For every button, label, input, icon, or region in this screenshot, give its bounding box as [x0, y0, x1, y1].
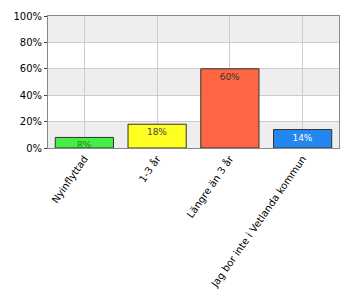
- svg-text:Nyinflyttad: Nyinflyttad: [50, 154, 91, 205]
- svg-text:40%: 40%: [20, 90, 42, 101]
- svg-text:14%: 14%: [292, 133, 312, 143]
- svg-text:8%: 8%: [77, 140, 92, 150]
- svg-text:18%: 18%: [147, 127, 167, 137]
- svg-text:Längre än 3 år: Längre än 3 år: [184, 152, 236, 219]
- svg-text:20%: 20%: [20, 116, 42, 127]
- svg-text:60%: 60%: [20, 63, 42, 74]
- svg-text:1-3 år: 1-3 år: [136, 152, 163, 184]
- svg-text:Jag bor inte i Vetlanda kommun: Jag bor inte i Vetlanda kommun: [208, 154, 308, 290]
- svg-text:60%: 60%: [220, 72, 240, 82]
- svg-text:100%: 100%: [13, 11, 42, 22]
- svg-text:0%: 0%: [26, 143, 42, 154]
- svg-text:80%: 80%: [20, 37, 42, 48]
